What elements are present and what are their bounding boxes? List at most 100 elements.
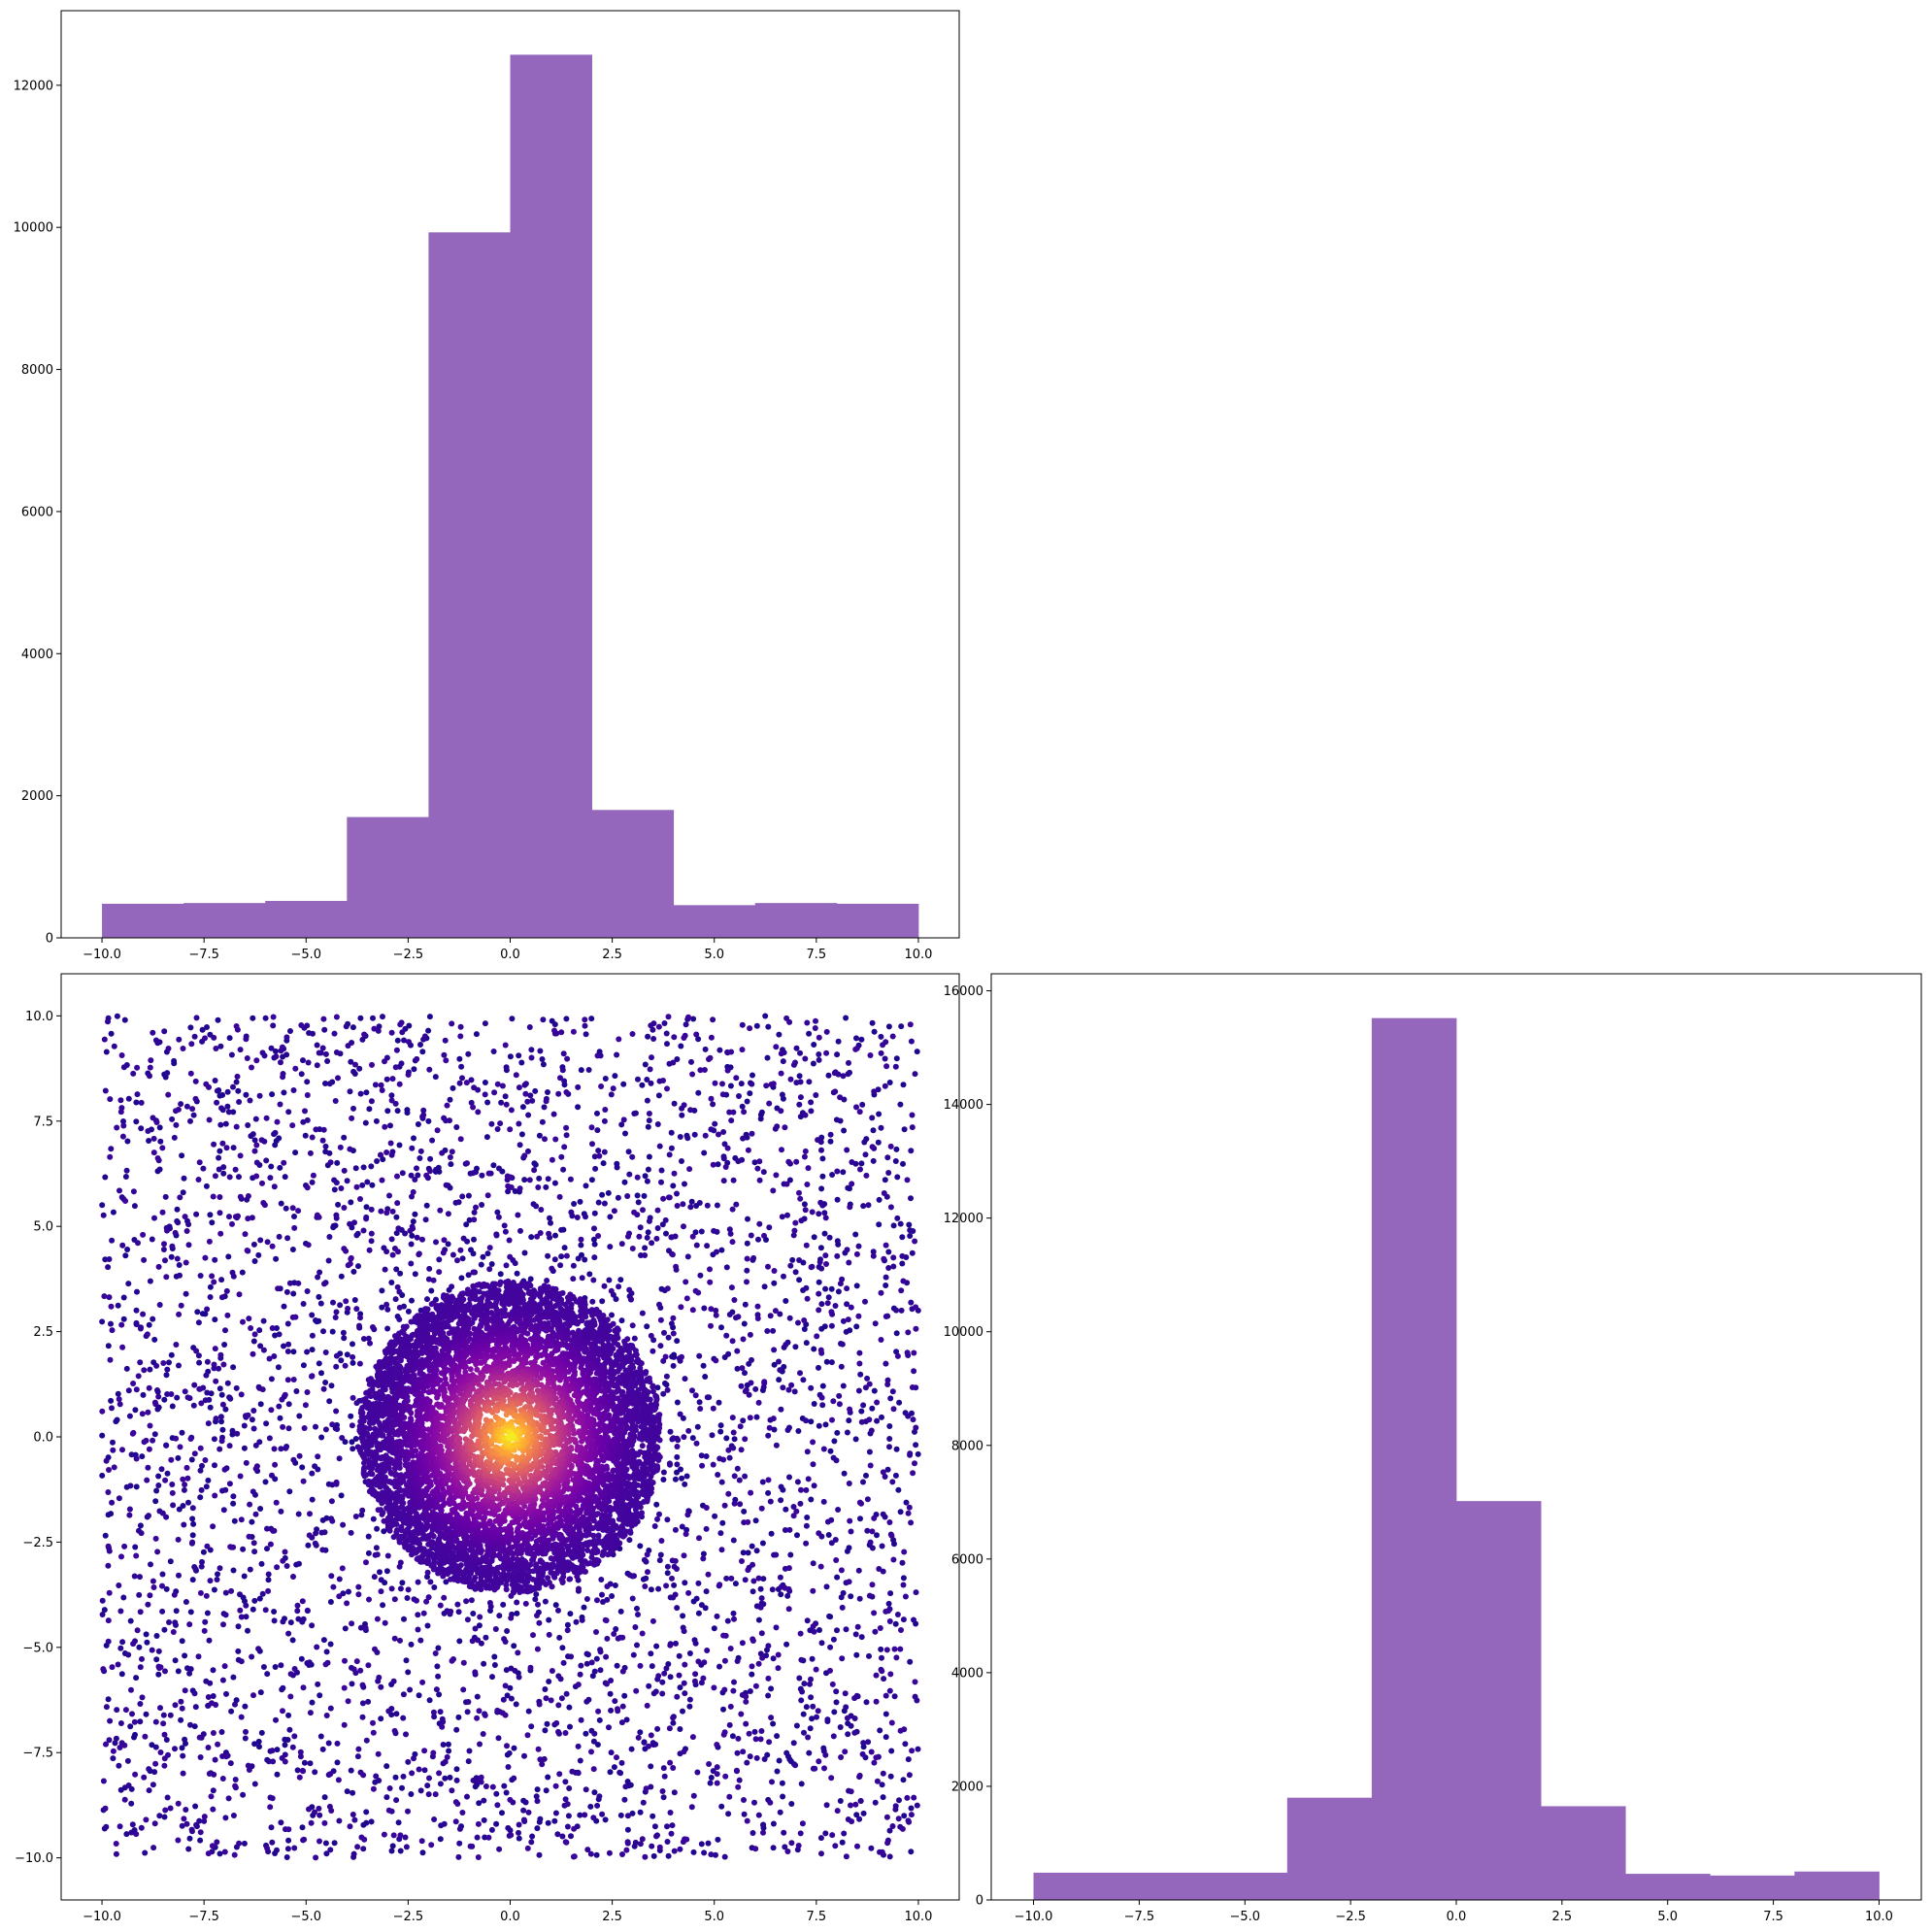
scatter-point bbox=[856, 1772, 863, 1779]
scatter-point bbox=[889, 1823, 896, 1829]
scatter-point bbox=[357, 1315, 363, 1321]
scatter-point bbox=[175, 1454, 182, 1461]
hist-x-bar bbox=[754, 903, 838, 938]
scatter-point bbox=[913, 1589, 919, 1596]
scatter-point bbox=[245, 1193, 251, 1199]
scatter-point bbox=[203, 1372, 210, 1379]
scatter-point bbox=[353, 1400, 360, 1407]
scatter-point bbox=[673, 1263, 680, 1270]
scatter-point bbox=[748, 1380, 754, 1386]
scatter-point bbox=[184, 1665, 190, 1672]
scatter-point bbox=[655, 1585, 662, 1592]
scatter-point bbox=[803, 1704, 810, 1711]
scatter-point bbox=[251, 1148, 258, 1154]
scatter-point bbox=[189, 1505, 196, 1512]
scatter-point bbox=[713, 1307, 719, 1314]
scatter-point bbox=[199, 1026, 206, 1033]
scatter-point bbox=[380, 1510, 386, 1516]
scatter-point bbox=[388, 1585, 395, 1592]
scatter-point bbox=[810, 1560, 816, 1567]
scatter-point bbox=[238, 1516, 245, 1523]
scatter-point bbox=[716, 1131, 721, 1138]
scatter-point bbox=[618, 1719, 625, 1726]
scatter-point bbox=[839, 1604, 846, 1611]
scatter-point bbox=[252, 1442, 259, 1449]
scatter-point bbox=[201, 1817, 208, 1824]
scatter-point bbox=[801, 1326, 808, 1332]
scatter-point bbox=[101, 1607, 108, 1614]
scatter-point bbox=[491, 1662, 498, 1668]
scatter-point bbox=[776, 1031, 783, 1038]
scatter-point bbox=[642, 1061, 649, 1068]
scatter-point bbox=[269, 1091, 276, 1098]
scatter-point bbox=[309, 1179, 316, 1185]
scatter-point bbox=[143, 1711, 150, 1717]
scatter-point bbox=[898, 1627, 904, 1633]
scatter-point bbox=[362, 1119, 369, 1126]
scatter-point bbox=[476, 1708, 483, 1715]
scatter-point bbox=[612, 1698, 618, 1705]
scatter-point bbox=[644, 1077, 650, 1083]
scatter-point bbox=[133, 1455, 140, 1462]
scatter-point bbox=[608, 1749, 615, 1756]
scatter-point bbox=[257, 1506, 264, 1512]
scatter-point bbox=[650, 1388, 656, 1395]
scatter-point bbox=[595, 1148, 602, 1154]
scatter-point bbox=[720, 1456, 727, 1463]
scatter-point bbox=[634, 1642, 640, 1649]
scatter-point bbox=[269, 1839, 276, 1846]
scatter-point bbox=[122, 1252, 129, 1259]
scatter-point bbox=[131, 1573, 138, 1580]
scatter-point bbox=[480, 1253, 486, 1260]
scatter-point bbox=[881, 1255, 887, 1262]
scatter-point bbox=[682, 1661, 688, 1668]
scatter-point bbox=[272, 1664, 279, 1670]
scatter-point bbox=[300, 1057, 306, 1064]
scatter-point bbox=[753, 1414, 760, 1420]
scatter-point bbox=[551, 1021, 558, 1028]
scatter-point bbox=[748, 1232, 754, 1239]
scatter-point bbox=[357, 1624, 364, 1631]
scatter-point bbox=[173, 1121, 180, 1128]
scatter-point bbox=[386, 1192, 392, 1199]
scatter-point bbox=[836, 1401, 843, 1408]
scatter-point bbox=[274, 1325, 280, 1331]
scatter-point bbox=[168, 1253, 175, 1260]
scatter-point bbox=[712, 1120, 718, 1127]
scatter-point bbox=[282, 1736, 288, 1743]
scatter-point bbox=[313, 1854, 319, 1861]
scatter-point bbox=[728, 1575, 735, 1582]
scatter-point bbox=[243, 1728, 249, 1735]
scatter-point bbox=[257, 1237, 264, 1244]
scatter-point bbox=[720, 1731, 727, 1738]
scatter-point bbox=[635, 1734, 642, 1741]
scatter-point bbox=[459, 1075, 465, 1082]
scatter-point bbox=[260, 1347, 267, 1353]
scatter-point bbox=[558, 1029, 565, 1036]
scatter-point bbox=[283, 1205, 289, 1212]
scatter-point bbox=[827, 1644, 834, 1650]
scatter-point bbox=[430, 1277, 437, 1283]
scatter-point bbox=[466, 1748, 473, 1754]
scatter-point bbox=[804, 1449, 811, 1455]
scatter-point bbox=[646, 1153, 652, 1160]
scatter-point bbox=[774, 1768, 781, 1775]
scatter-point bbox=[765, 1263, 771, 1270]
scatter-point bbox=[805, 1476, 812, 1482]
scatter-point bbox=[175, 1536, 182, 1543]
scatter-point bbox=[280, 1071, 286, 1077]
scatter-point bbox=[353, 1306, 360, 1313]
scatter-point bbox=[399, 1580, 406, 1586]
scatter-point bbox=[867, 1462, 874, 1469]
scatter-point bbox=[578, 1716, 584, 1723]
scatter-point bbox=[737, 1423, 744, 1430]
scatter-point bbox=[693, 1031, 700, 1038]
scatter-point bbox=[591, 1241, 598, 1248]
scatter-point bbox=[373, 1545, 380, 1551]
scatter-point bbox=[846, 1417, 852, 1424]
scatter-point bbox=[778, 1070, 784, 1077]
scatter-point bbox=[685, 1427, 692, 1434]
scatter-point bbox=[781, 1363, 787, 1370]
scatter-point bbox=[230, 1273, 237, 1280]
scatter-point bbox=[304, 1288, 311, 1294]
